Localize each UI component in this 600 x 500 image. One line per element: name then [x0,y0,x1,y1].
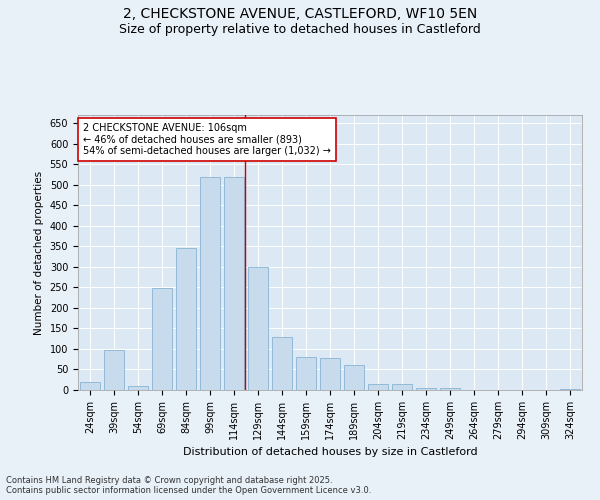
Bar [560,389,580,390]
Bar [440,388,460,390]
Bar [152,288,172,390]
Bar [344,366,364,390]
Bar [80,382,100,390]
Bar [320,358,340,390]
Bar [296,357,316,390]
Bar [392,384,412,390]
Text: 2, CHECKSTONE AVENUE, CASTLEFORD, WF10 5EN: 2, CHECKSTONE AVENUE, CASTLEFORD, WF10 5… [123,8,477,22]
Bar [128,386,148,390]
Bar [200,176,220,390]
X-axis label: Distribution of detached houses by size in Castleford: Distribution of detached houses by size … [182,448,478,458]
Bar [368,384,388,390]
Y-axis label: Number of detached properties: Number of detached properties [34,170,44,334]
Bar [416,388,436,390]
Bar [104,350,124,390]
Bar [272,336,292,390]
Text: Contains HM Land Registry data © Crown copyright and database right 2025.
Contai: Contains HM Land Registry data © Crown c… [6,476,371,495]
Bar [224,176,244,390]
Text: 2 CHECKSTONE AVENUE: 106sqm
← 46% of detached houses are smaller (893)
54% of se: 2 CHECKSTONE AVENUE: 106sqm ← 46% of det… [83,123,331,156]
Bar [248,267,268,390]
Text: Size of property relative to detached houses in Castleford: Size of property relative to detached ho… [119,22,481,36]
Bar [176,248,196,390]
